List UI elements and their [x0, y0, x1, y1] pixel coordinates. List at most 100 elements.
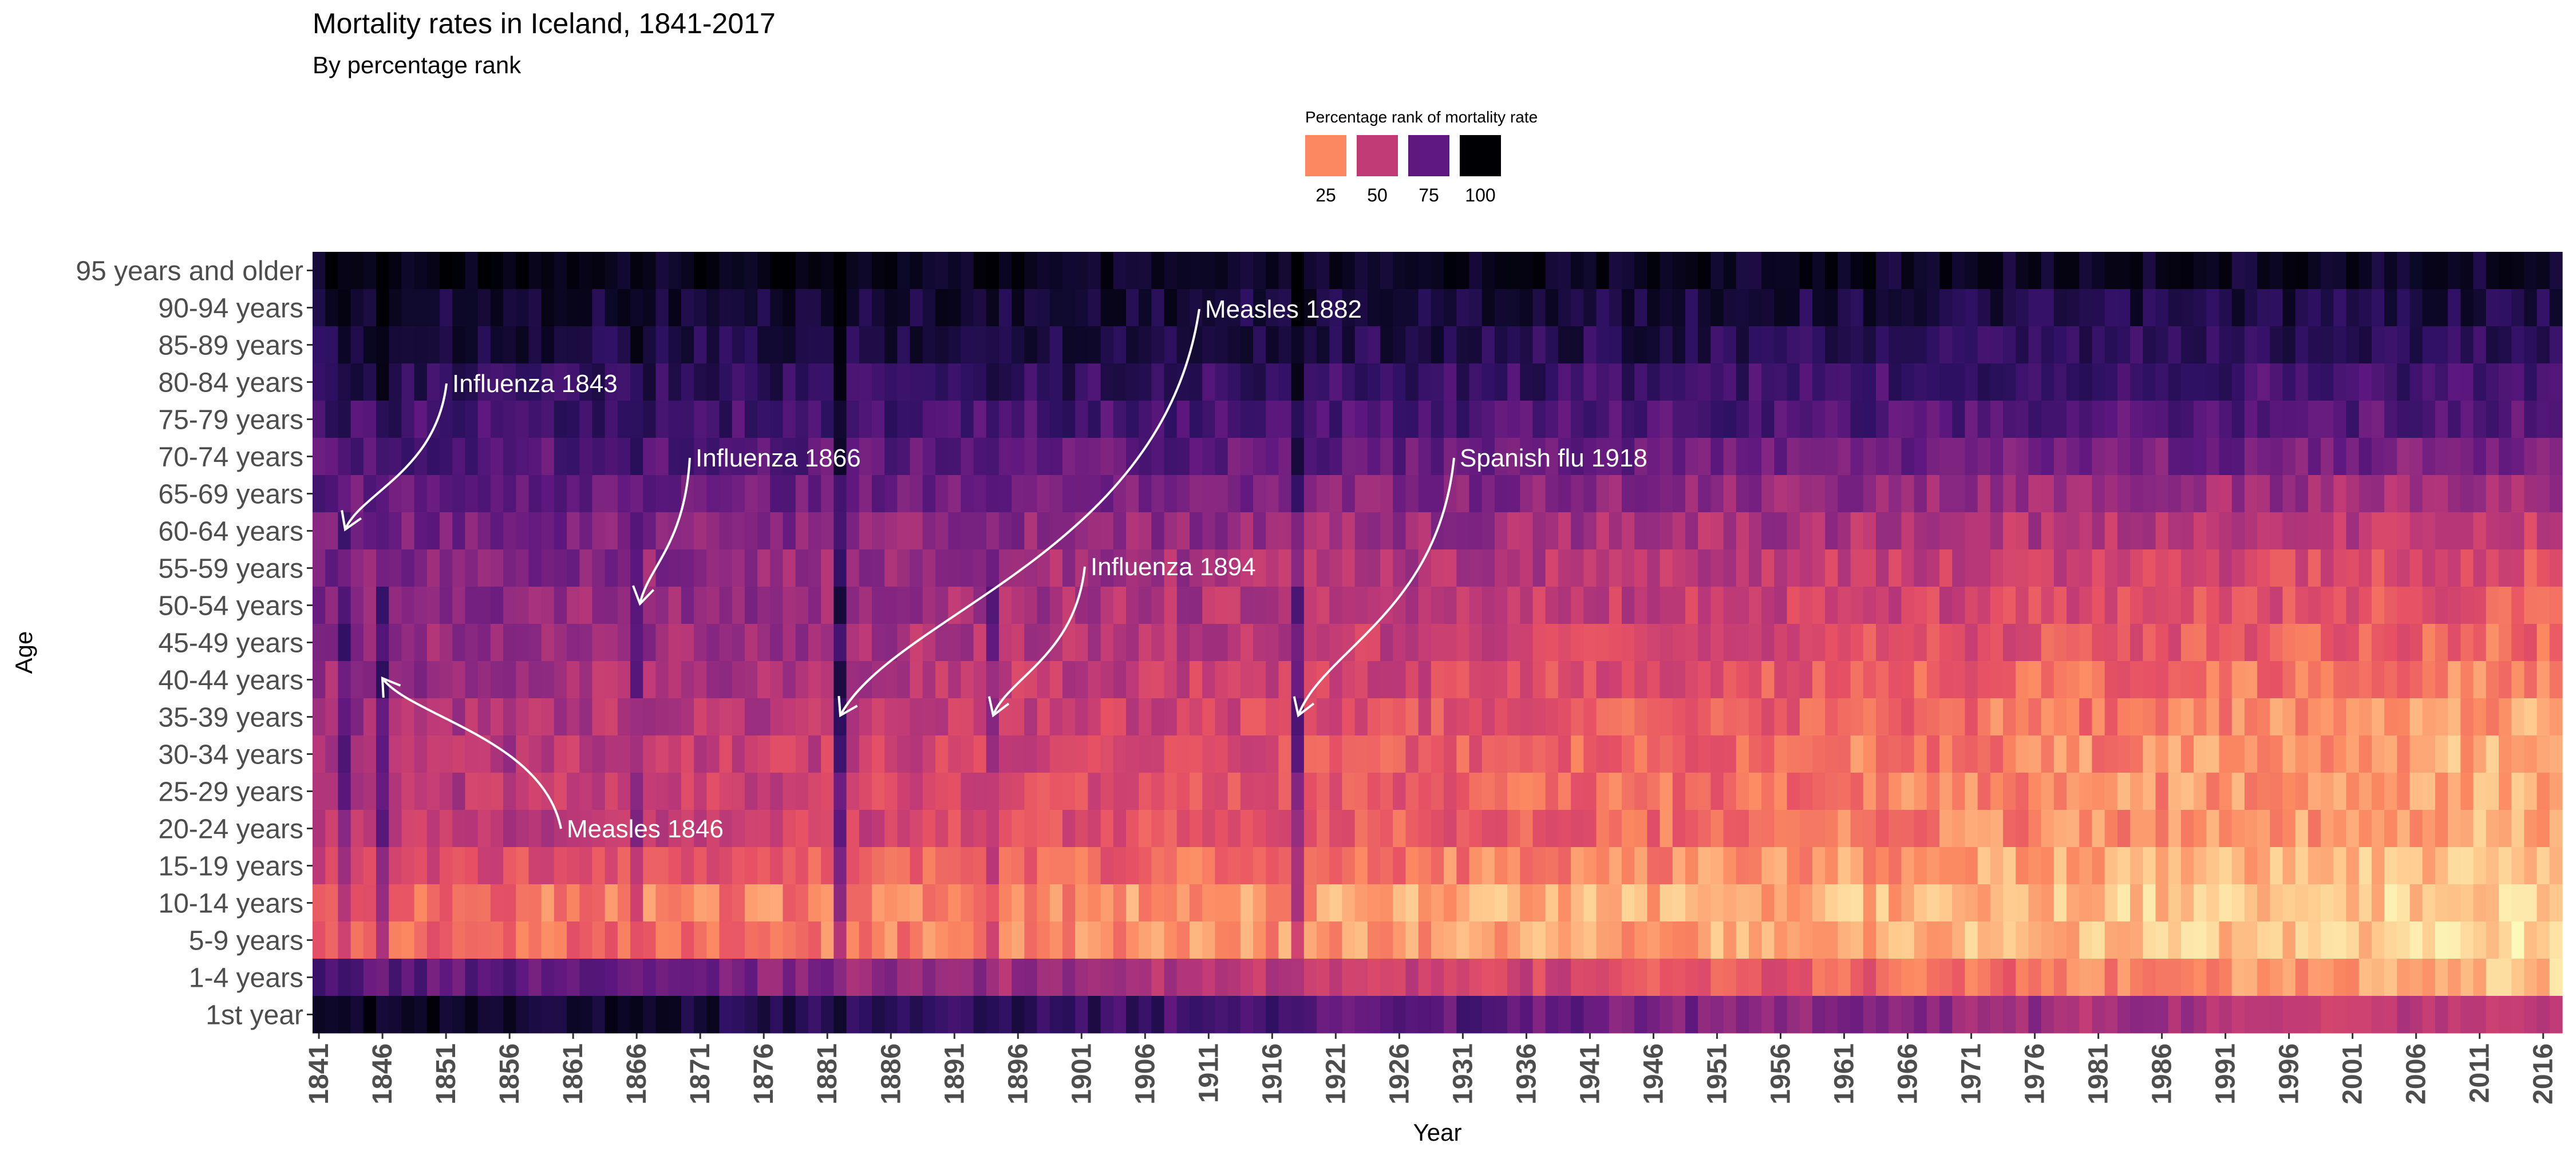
heat-cell — [1774, 661, 1788, 699]
heat-cell — [2282, 252, 2296, 290]
heat-cell — [948, 512, 961, 550]
heat-cell — [2498, 363, 2512, 401]
heat-cell — [414, 847, 428, 885]
heat-cell — [376, 996, 389, 1034]
heat-cell — [986, 921, 999, 959]
heat-cell — [1965, 661, 1978, 699]
heat-cell — [2409, 289, 2423, 327]
heat-cell — [2194, 773, 2207, 810]
heat-cell — [2180, 959, 2194, 996]
heat-cell — [2511, 735, 2524, 773]
heat-cell — [2549, 884, 2563, 922]
heat-cell — [528, 289, 542, 327]
heat-cell — [1901, 661, 1915, 699]
heat-cell — [1215, 252, 1228, 290]
heat-cell — [2117, 252, 2131, 290]
heat-cell — [2244, 401, 2258, 438]
heat-cell — [1812, 698, 1826, 736]
heat-cell — [681, 959, 694, 996]
heat-cell — [350, 921, 364, 959]
heat-cell — [2168, 884, 2182, 922]
heat-cell — [426, 959, 440, 996]
heat-cell — [2257, 735, 2270, 773]
y-tick-label: 1-4 years — [189, 963, 303, 994]
heat-cell — [2498, 624, 2512, 662]
heat-cell — [2397, 252, 2411, 290]
heat-cell — [2397, 884, 2411, 922]
heat-cell — [1621, 512, 1635, 550]
heat-cell — [1761, 438, 1775, 476]
heat-cell — [350, 624, 364, 662]
heat-cell — [1596, 549, 1610, 587]
heat-cell — [1965, 996, 1978, 1034]
heat-cell — [1444, 735, 1457, 773]
heat-cell — [2143, 661, 2156, 699]
heat-cell — [1660, 475, 1673, 513]
heat-cell — [808, 735, 821, 773]
heat-cell — [1850, 549, 1864, 587]
heat-cell — [2244, 438, 2258, 476]
heat-cell — [592, 289, 606, 327]
heat-cell — [2371, 438, 2385, 476]
heat-cell — [2358, 810, 2372, 848]
heat-cell — [605, 921, 618, 959]
heat-cell — [871, 921, 885, 959]
heat-cell — [2231, 624, 2245, 662]
heat-cell — [922, 289, 936, 327]
heat-cell — [1240, 698, 1254, 736]
heat-cell — [2079, 363, 2093, 401]
heat-cell — [1100, 326, 1114, 364]
heat-cell — [681, 438, 694, 476]
heat-cell — [2130, 773, 2143, 810]
heat-cell — [808, 512, 821, 550]
heat-cell — [2016, 326, 2029, 364]
heat-cell — [338, 735, 351, 773]
heat-cell — [1838, 401, 1851, 438]
heat-cell — [2155, 661, 2169, 699]
heat-cell — [2194, 587, 2207, 624]
heat-cell — [313, 252, 326, 290]
heat-cell — [694, 512, 707, 550]
heat-cell — [2143, 512, 2156, 550]
heat-cell — [1100, 773, 1114, 810]
heat-cell — [2397, 587, 2411, 624]
heat-cell — [1660, 698, 1673, 736]
heat-cell — [1583, 624, 1597, 662]
heat-cell — [1558, 326, 1571, 364]
heat-cell — [973, 512, 987, 550]
heat-cell — [643, 661, 657, 699]
heat-cell — [1075, 289, 1088, 327]
heat-cell — [1176, 959, 1190, 996]
heat-cell — [2180, 549, 2194, 587]
heat-cell — [1164, 735, 1178, 773]
heat-cell — [795, 773, 809, 810]
heat-cell — [1342, 624, 1356, 662]
heat-cell — [2308, 735, 2321, 773]
heat-cell — [2371, 401, 2385, 438]
heat-cell — [1164, 512, 1178, 550]
heat-cell — [363, 884, 377, 922]
x-tick-label: 2011 — [2465, 1043, 2495, 1103]
heat-cell — [1583, 252, 1597, 290]
heat-cell — [592, 698, 606, 736]
heat-cell — [1139, 661, 1152, 699]
heat-cell — [1393, 401, 1406, 438]
heat-cell — [2155, 549, 2169, 587]
heat-cell — [389, 810, 402, 848]
heat-cell — [592, 475, 606, 513]
heat-cell — [2498, 773, 2512, 810]
heat-cell — [528, 363, 542, 401]
heat-cell — [1075, 252, 1088, 290]
heat-cell — [1291, 549, 1305, 587]
heat-cell — [1303, 996, 1317, 1034]
heat-cell — [998, 773, 1012, 810]
heat-cell — [426, 661, 440, 699]
heat-cell — [2308, 289, 2321, 327]
heat-cell — [643, 252, 657, 290]
heat-cell — [1901, 624, 1915, 662]
heat-cell — [2346, 996, 2360, 1034]
heat-cell — [1990, 847, 2004, 885]
heat-cell — [1380, 698, 1393, 736]
heat-cell — [1863, 661, 1876, 699]
heat-cell — [1088, 810, 1101, 848]
